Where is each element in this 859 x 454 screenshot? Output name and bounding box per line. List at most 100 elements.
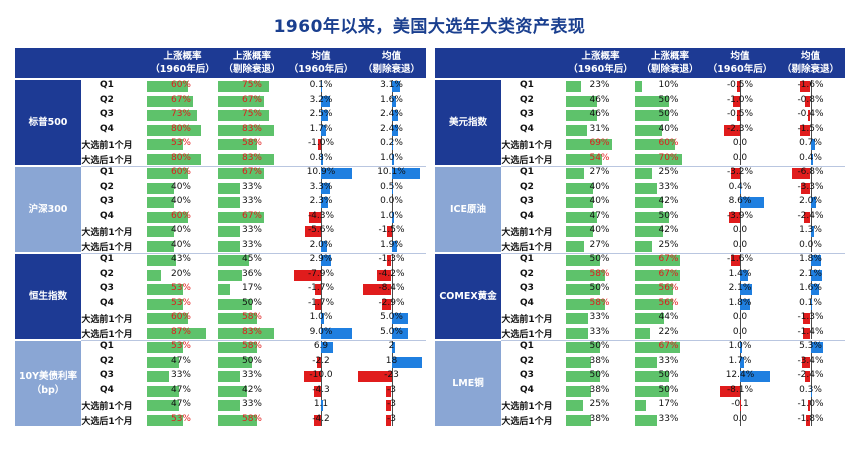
mean-bar xyxy=(740,284,752,295)
probability-value: 50% xyxy=(658,384,679,395)
mean-value: -2.2 xyxy=(312,355,330,366)
mean-value: -1.7% xyxy=(307,283,335,293)
probability-value: 83% xyxy=(241,326,262,337)
mean-value: 2.4% xyxy=(380,109,403,119)
mean-bar xyxy=(810,269,823,281)
probability-bar xyxy=(218,240,241,252)
probability-bar xyxy=(635,95,669,107)
row-label: 大选前1个月 xyxy=(501,402,553,412)
mean-bar xyxy=(391,342,395,353)
header-col3-line: （1960年后） xyxy=(288,64,354,75)
table-header: 上涨概率 （1960年后） 上涨概率 （剔除衰退） 均值 （1960年后） 均值 （剔除衰退） xyxy=(435,48,845,78)
probability-value: 25% xyxy=(589,399,610,409)
probability-bar xyxy=(147,226,175,237)
mean-bar xyxy=(321,110,329,121)
probability-bar xyxy=(147,124,202,136)
mean-bar xyxy=(736,81,740,92)
probability-bar xyxy=(218,298,252,310)
row-label: Q2 xyxy=(100,268,114,279)
header-col4-line: （剔除衰退） xyxy=(362,64,420,75)
mean-value: -3.9% xyxy=(726,210,754,221)
row-label: Q1 xyxy=(520,254,534,264)
probability-value: 53% xyxy=(170,413,191,424)
probability-value: 67% xyxy=(241,167,262,177)
probability-bar xyxy=(218,226,241,237)
probability-value: 53% xyxy=(170,138,191,148)
probability-value: 33% xyxy=(241,370,262,380)
probability-value: 60% xyxy=(170,80,191,90)
probability-bar xyxy=(566,284,600,295)
probability-bar xyxy=(566,81,582,92)
probability-value: 67% xyxy=(658,341,679,351)
probability-bar xyxy=(218,284,230,295)
row-label: 大选前1个月 xyxy=(501,228,553,238)
table-header: 上涨概率 （1960年后） 上涨概率 （剔除衰退） 均值 （1960年后） 均值 （剔除衰退） xyxy=(15,48,426,78)
probability-value: 53% xyxy=(170,283,191,293)
row-label: Q2 xyxy=(520,181,534,192)
probability-bar xyxy=(147,371,170,382)
probability-bar xyxy=(147,168,188,179)
row-label: Q1 xyxy=(100,80,114,90)
mean-value: 2.5% xyxy=(309,109,333,119)
row-label: 大选前1个月 xyxy=(81,402,133,412)
mean-value: -1.0% xyxy=(726,94,754,105)
row-label: 大选前1个月 xyxy=(81,315,133,325)
probability-bar xyxy=(147,255,177,266)
mean-value: 2.3% xyxy=(309,196,333,206)
mean-value: 2.9% xyxy=(309,254,333,264)
probability-bar xyxy=(218,371,241,382)
mean-axis xyxy=(810,80,812,165)
mean-value: 2.1% xyxy=(728,283,752,293)
mean-bar xyxy=(391,168,420,179)
probability-value: 46% xyxy=(589,94,610,105)
row-label: Q3 xyxy=(520,109,534,119)
row-label: Q1 xyxy=(100,254,114,264)
mean-value: 1.0% xyxy=(380,152,403,163)
group-separator xyxy=(501,166,845,167)
header-col3: 均值 （1960年后） xyxy=(705,48,775,78)
probability-bar xyxy=(147,240,175,252)
mean-bar xyxy=(387,226,392,237)
mean-bar xyxy=(740,298,751,310)
mean-bar xyxy=(728,211,740,223)
probability-value: 80% xyxy=(170,123,191,134)
chart-title: 1960年以来，美国大选年大类资产表现 xyxy=(273,17,586,37)
probability-bar xyxy=(147,298,184,310)
probability-bar xyxy=(635,385,669,397)
mean-value: 0.8% xyxy=(309,152,333,163)
mean-value: -4.2 xyxy=(312,413,330,424)
mean-value: 10.9% xyxy=(306,167,336,177)
probability-bar xyxy=(635,255,680,266)
mean-value: 0.0 xyxy=(732,239,748,250)
probability-bar xyxy=(566,182,593,194)
header-col1: 上涨概率 （1960年后） xyxy=(147,48,218,78)
probability-bar xyxy=(566,226,593,237)
group-separator xyxy=(501,253,845,254)
probability-bar xyxy=(147,81,188,92)
mean-bar xyxy=(321,255,331,266)
mean-value: -4.2% xyxy=(378,268,405,279)
probability-bar xyxy=(566,197,593,208)
probability-bar xyxy=(566,240,585,252)
header-col2: 上涨概率 （剔除衰退） xyxy=(635,48,705,78)
probability-bar xyxy=(147,153,202,165)
mean-bar xyxy=(315,298,321,310)
probability-value: 67% xyxy=(241,210,262,221)
mean-value: -1.4% xyxy=(797,326,824,337)
group-label: LME铜 xyxy=(435,341,501,426)
mean-bar xyxy=(321,313,325,324)
probability-bar xyxy=(635,182,658,194)
mean-value: 1.0% xyxy=(309,312,333,322)
mean-bar xyxy=(810,342,824,353)
mean-bar xyxy=(391,124,399,136)
probability-bar xyxy=(147,95,193,107)
mean-bar xyxy=(803,313,811,324)
probability-value: 60% xyxy=(170,167,191,177)
probability-bar xyxy=(218,153,275,165)
row-label: Q1 xyxy=(520,341,534,351)
mean-bar xyxy=(740,342,743,353)
header-col3: 均值 （1960年后） xyxy=(286,48,356,78)
mean-value: -4.3 xyxy=(312,384,330,395)
mean-value: 1.7% xyxy=(309,123,333,134)
header-col1: 上涨概率 （1960年后） xyxy=(566,48,635,78)
